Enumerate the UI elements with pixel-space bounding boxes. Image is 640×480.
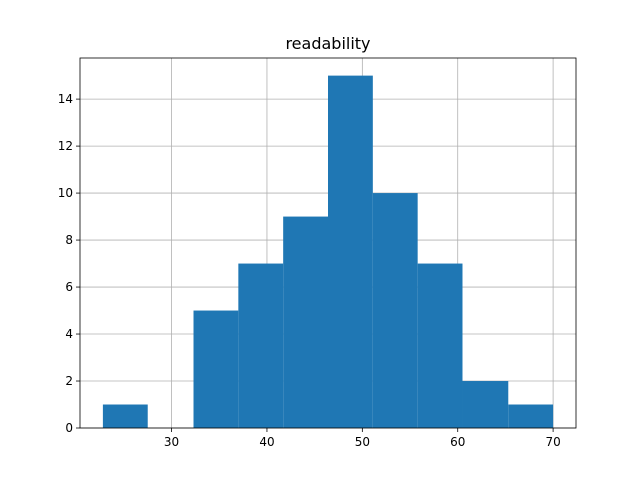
x-tick-label: 70 — [545, 435, 560, 449]
histogram-bar — [283, 216, 328, 428]
y-tick-label: 2 — [65, 374, 73, 388]
y-tick-label: 12 — [58, 139, 73, 153]
y-tick-label: 14 — [58, 92, 73, 106]
y-tick-label: 0 — [65, 421, 73, 435]
histogram-bar — [328, 75, 373, 428]
histogram-bar — [508, 404, 554, 428]
x-tick-label: 60 — [450, 435, 465, 449]
histogram-bar — [193, 310, 239, 428]
histogram-bar — [462, 381, 509, 428]
chart-title: readability — [285, 34, 370, 53]
histogram-bar — [372, 193, 418, 428]
bars-layer — [102, 75, 554, 428]
x-tick-label: 40 — [259, 435, 274, 449]
x-tick-label: 30 — [164, 435, 179, 449]
y-tick-label: 8 — [65, 233, 73, 247]
x-tick-label: 50 — [355, 435, 370, 449]
y-tick-label: 4 — [65, 327, 73, 341]
axes-frame — [79, 57, 577, 429]
histogram-bar — [417, 263, 463, 428]
y-tick-label: 6 — [65, 280, 73, 294]
y-tick-label: 10 — [58, 186, 73, 200]
axes-layer: 30 40 50 60 70 0 2 4 6 8 10 12 14 — [58, 57, 577, 449]
histogram-bar — [238, 263, 284, 428]
histogram-bar — [102, 404, 148, 428]
